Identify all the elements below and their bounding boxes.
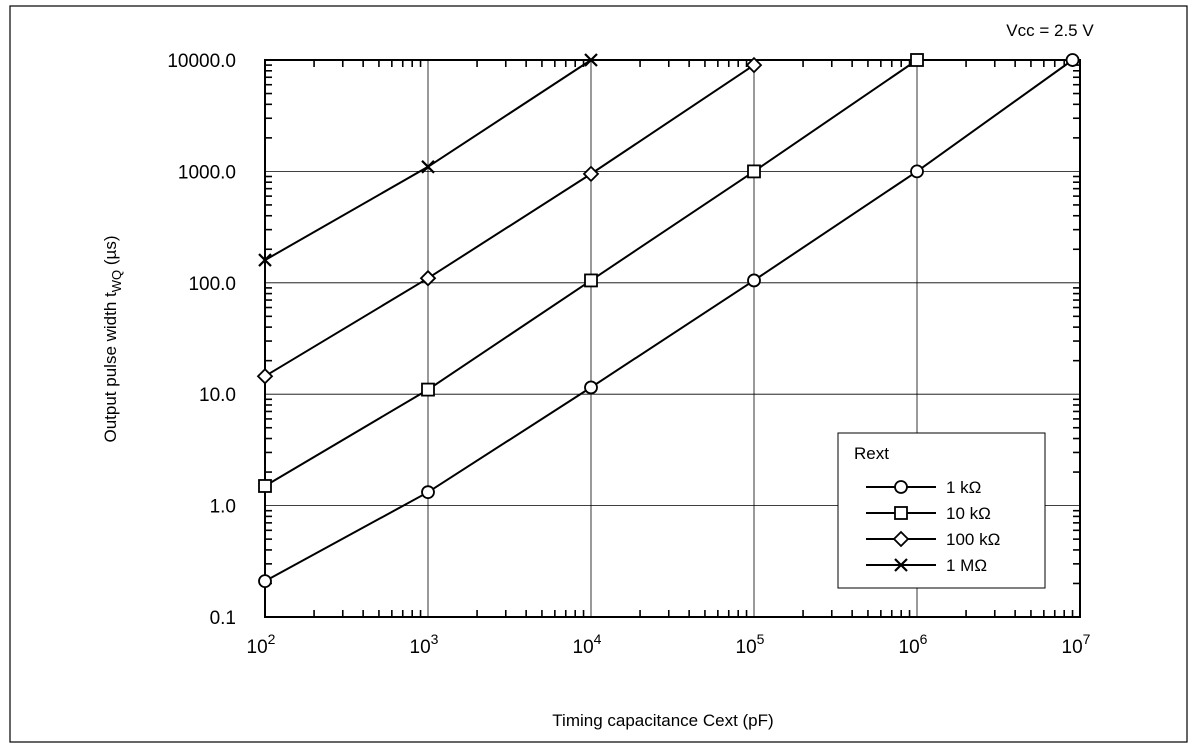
x-tick-exponent: 3 (431, 631, 439, 647)
legend-label: 10 kΩ (946, 504, 991, 523)
data-point-circle (910, 164, 924, 179)
y-axis-label-prefix: Output pulse width t (101, 292, 120, 443)
data-point-square (910, 53, 924, 67)
y-tick-label: 1.0 (210, 497, 236, 518)
legend-item: 10 kΩ (866, 504, 991, 523)
axis-ticks (265, 60, 1080, 617)
data-point-circle (584, 380, 598, 395)
y-axis-label: Output pulse width tWQ (µs) (101, 236, 124, 443)
x-tick-exponent: 5 (757, 631, 765, 647)
data-point-cross (584, 53, 598, 67)
x-tick-exponent: 4 (594, 631, 602, 647)
legend-marker-square (894, 506, 908, 520)
legend-marker-diamond (892, 530, 910, 548)
x-tick-base: 10 (410, 637, 431, 658)
series-circle (258, 53, 1080, 589)
legend-marker-circle (894, 480, 908, 494)
data-point-cross (258, 253, 272, 267)
legend: Rext 1 kΩ 10 kΩ 100 kΩ 1 MΩ (837, 432, 1046, 589)
figure-border (9, 5, 1188, 743)
x-tick-label: 105 (736, 631, 765, 658)
x-tick-label: 102 (247, 631, 276, 658)
y-axis-label-subscript: WQ (109, 270, 124, 292)
data-point-diamond (256, 367, 274, 385)
legend-marker-cross (894, 558, 908, 572)
y-tick-label: 10.0 (199, 385, 236, 406)
tick-labels: 102 103 104 105 106 1070.11.010.0100.01000.01… (167, 51, 1090, 658)
data-point-square (584, 273, 598, 288)
data-point-diamond (745, 56, 763, 74)
y-tick-label: 100.0 (188, 274, 236, 295)
legend-item: 100 kΩ (866, 530, 1000, 549)
legend-title: Rext (854, 444, 889, 463)
x-tick-exponent: 7 (1083, 631, 1091, 647)
plot-frame (264, 59, 1081, 618)
data-point-circle (258, 574, 272, 589)
supply-voltage-annotation: Vcc = 2.5 V (1006, 21, 1094, 40)
series-line (264, 64, 755, 378)
series-line (264, 59, 1074, 582)
x-tick-exponent: 2 (268, 631, 276, 647)
series-diamond (256, 56, 763, 385)
data-point-cross (421, 160, 435, 174)
data-point-circle (1065, 53, 1080, 67)
data-point-square (258, 479, 272, 493)
x-tick-base: 10 (736, 637, 757, 658)
legend-box (837, 432, 1046, 589)
data-point-diamond (419, 269, 437, 287)
x-tick-label: 106 (899, 631, 928, 658)
series-cross (258, 53, 598, 267)
legend-items: 1 kΩ 10 kΩ 100 kΩ 1 MΩ (866, 478, 1000, 575)
x-tick-label: 103 (410, 631, 439, 658)
legend-item: 1 MΩ (866, 556, 987, 575)
x-tick-base: 10 (573, 637, 594, 658)
x-tick-base: 10 (1062, 637, 1083, 658)
series-square (258, 53, 924, 493)
x-tick-label: 107 (1062, 631, 1091, 658)
y-axis-label-suffix: (µs) (101, 236, 120, 270)
legend-label: 100 kΩ (946, 530, 1000, 549)
x-tick-label: 104 (573, 631, 602, 658)
series-layer (256, 53, 1080, 589)
data-point-square (421, 382, 435, 397)
y-tick-label: 1000.0 (178, 162, 236, 183)
y-tick-label: 0.1 (210, 608, 236, 629)
data-point-circle (747, 273, 761, 288)
legend-item: 1 kΩ (866, 478, 981, 497)
legend-label: 1 kΩ (946, 478, 981, 497)
x-tick-base: 10 (247, 637, 268, 658)
y-tick-label: 10000.0 (167, 51, 236, 72)
data-point-diamond (582, 165, 600, 183)
legend-label: 1 MΩ (946, 556, 987, 575)
x-axis-label: Timing capacitance Cext (pF) (552, 711, 773, 730)
x-tick-base: 10 (899, 637, 920, 658)
data-point-circle (421, 485, 435, 500)
data-point-square (747, 164, 761, 179)
x-tick-exponent: 6 (920, 631, 928, 647)
